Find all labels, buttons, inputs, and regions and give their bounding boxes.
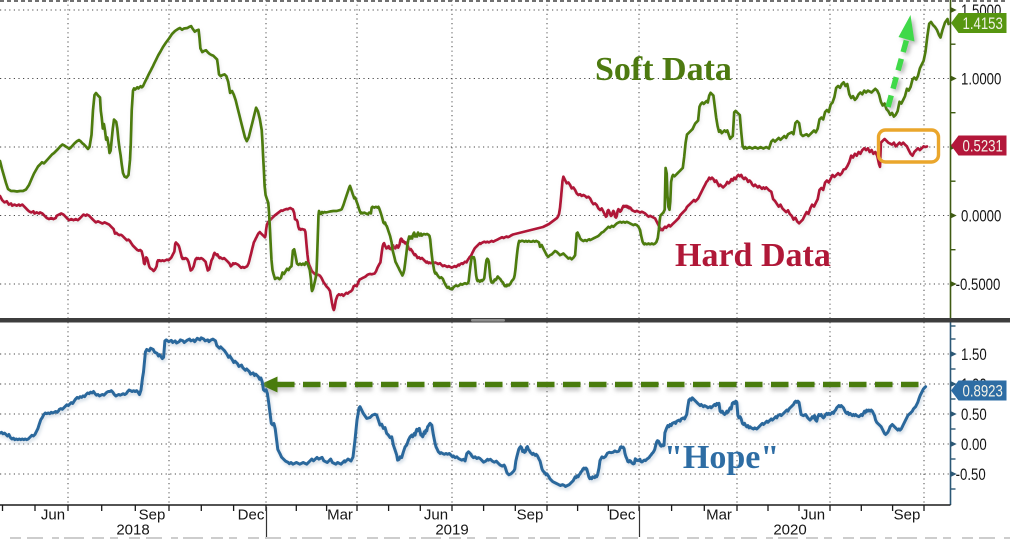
svg-text:Soft Data: Soft Data [595,51,732,88]
svg-text:0.00: 0.00 [961,435,987,454]
svg-text:Sep: Sep [139,507,166,524]
svg-text:Jun: Jun [424,507,448,524]
svg-text:Dec: Dec [609,507,636,524]
svg-text:0.50: 0.50 [961,405,987,424]
svg-text:-0.50: -0.50 [956,465,986,484]
svg-text:1.4153: 1.4153 [963,14,1003,33]
svg-text:1.0000: 1.0000 [961,70,1001,89]
svg-text:Mar: Mar [706,507,732,524]
svg-text:Dec: Dec [238,507,265,524]
svg-text:Sep: Sep [517,507,544,524]
svg-text:1.50: 1.50 [961,345,987,364]
svg-text:0.0000: 0.0000 [961,207,1001,226]
svg-text:Mar: Mar [327,507,353,524]
svg-text:Hard Data: Hard Data [675,237,831,274]
svg-text:Jun: Jun [801,507,825,524]
svg-text:2018: 2018 [116,522,149,539]
svg-text:2019: 2019 [435,522,468,539]
svg-text:0.5231: 0.5231 [963,137,1003,156]
svg-text:Jun: Jun [41,507,65,524]
svg-text:Sep: Sep [894,507,921,524]
svg-text:2020: 2020 [773,522,806,539]
svg-text:-0.5000: -0.5000 [956,275,1001,294]
svg-text:"Hope": "Hope" [664,439,779,476]
svg-text:0.8923: 0.8923 [963,382,1003,401]
